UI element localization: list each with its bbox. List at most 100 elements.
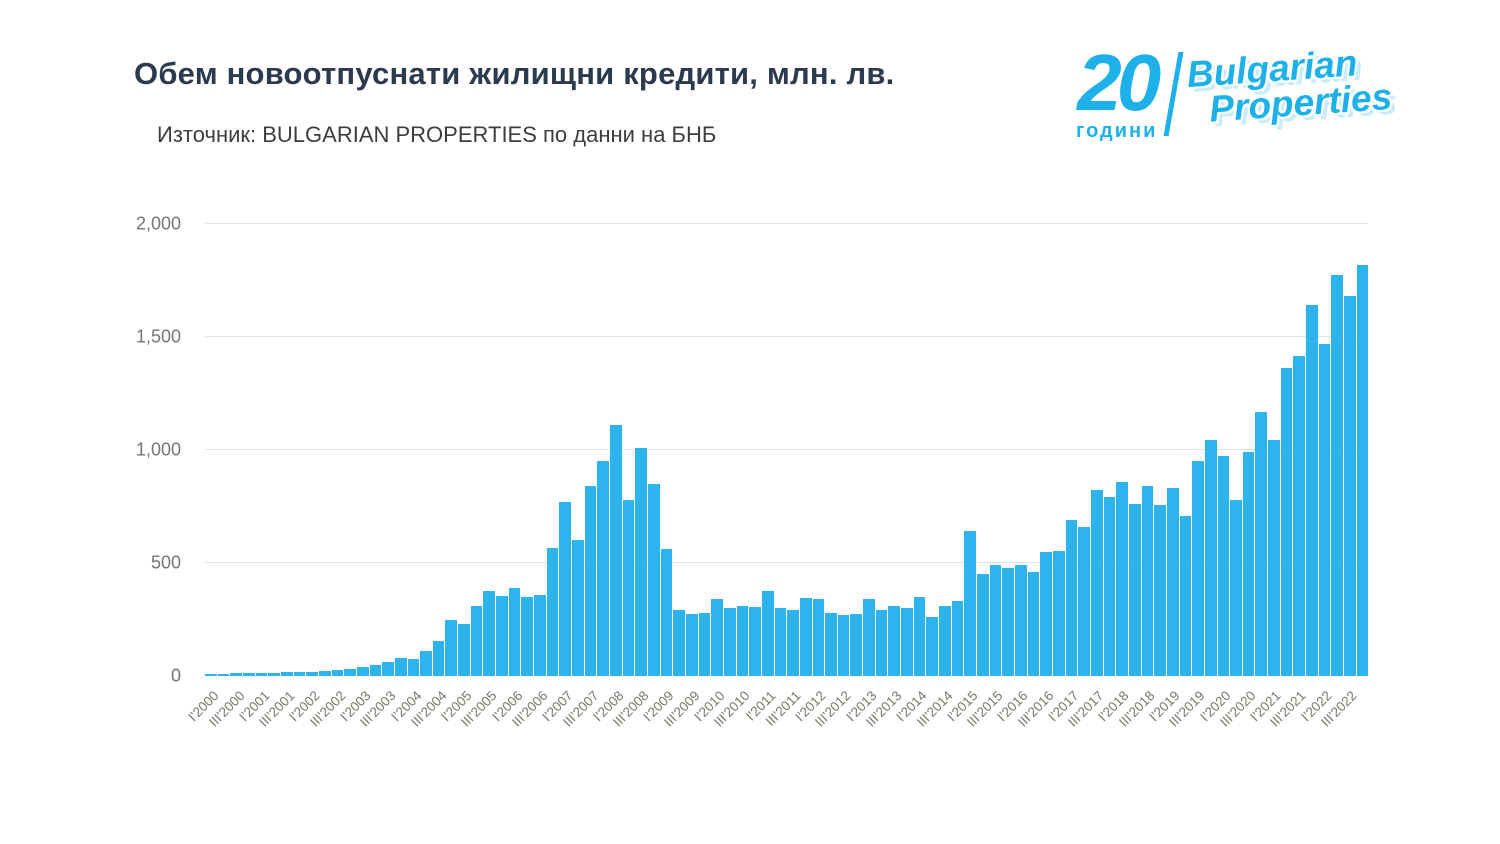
bar-III'2013 [888,605,901,676]
bar-II'2008 [622,499,635,676]
bar-IV'2009 [698,612,711,676]
bar-II'2000 [217,673,230,676]
bar-III'2012 [837,614,850,676]
bar-I'2010 [711,599,723,676]
gridline [205,562,1368,563]
bar-I'2004 [407,659,420,676]
bar-II'2005 [470,605,483,676]
bar-IV'2005 [496,595,508,676]
bar-II'2020 [1230,499,1242,676]
bar-IV'2019 [1204,439,1217,676]
bar-III'2007 [584,486,597,676]
y-axis-tick-label: 2,000 [135,213,181,234]
bar-III'2016 [1040,551,1052,676]
bar-II'2016 [1027,572,1040,676]
bar-I'2013 [863,599,875,676]
bar-IV'2016 [1052,550,1065,676]
bar-III'2003 [382,662,394,676]
bar-I'2012 [812,599,825,676]
bar-IV'2000 [242,672,255,676]
bar-II'2021 [1280,367,1293,676]
bar-II'2009 [673,610,685,676]
bar-III'2018 [1141,486,1154,676]
bar-I'2002 [306,672,318,676]
y-axis-tick-label: 0 [170,665,181,686]
bar-IV'2003 [394,657,407,676]
bar-IV'2008 [647,483,660,676]
bar-II'2013 [875,610,888,676]
bar-IV'2014 [951,601,964,676]
bar-I'2005 [458,624,470,676]
bar-II'2011 [774,608,787,676]
bar-III'2021 [1293,356,1306,676]
bar-IV'2015 [1002,567,1014,676]
bar-IV'2001 [293,672,306,676]
bar-I'2019 [1166,488,1179,676]
bulgarian-properties-logo: 20 години Bulgarian Properties [1076,38,1394,143]
bar-III'2017 [1090,489,1103,676]
y-axis-tick-label: 1,500 [135,326,181,347]
chart-source: Източник: BULGARIAN PROPERTIES по данни … [157,122,717,147]
gridline [205,223,1368,224]
gridline [205,336,1368,337]
plot-area [205,223,1369,676]
logo-anniversary-block: 20 години [1076,38,1161,143]
bar-IV'2021 [1306,305,1318,676]
bar-III'2009 [685,613,698,676]
bar-I'2017 [1065,520,1078,676]
bar-IV'2010 [749,607,761,676]
bar-III'2019 [1192,461,1204,676]
bar-I'2016 [1015,565,1027,676]
y-axis-tick-label: 500 [150,552,181,573]
bar-I'2009 [660,549,673,676]
x-axis-labels: I'2000 III'2000 I'2001 III'2001 I'2002 III'20… [186,678,1368,788]
bar-IV'2013 [901,608,913,676]
bar-I'2020 [1217,455,1230,676]
bar-III'2011 [787,610,799,676]
bar-III'2015 [989,565,1002,676]
logo-brand-line2: Properties [1208,76,1394,130]
logo-years-word: години [1076,119,1158,142]
bar-II'2022 [1331,274,1344,676]
bar-II'2015 [977,574,989,676]
logo-20-number: 20 [1077,38,1161,127]
bar-II'2002 [318,671,331,676]
bar-II'2014 [926,617,939,676]
bar-IV'2007 [597,461,609,676]
bar-IV'2017 [1103,497,1116,676]
bar-IV'2011 [799,598,812,676]
bar-III'2020 [1242,452,1255,676]
bar-III'2014 [939,605,951,676]
bar-II'2018 [1128,504,1141,676]
bar-IV'2020 [1255,411,1268,676]
y-axis-tick-label: 1,000 [135,439,181,460]
bar-II'2001 [268,672,280,676]
bar-III'2010 [736,605,749,676]
bar-III'2000 [230,673,242,676]
bars-container [205,224,1369,676]
bar-III'2001 [280,671,293,676]
chart-title: Обем новоотпуснати жилищни кредити, млн.… [134,56,895,91]
bar-II'2007 [572,540,584,676]
bar-I'2000 [205,674,217,676]
bar-IV'2006 [546,548,559,676]
bar-II'2003 [369,664,382,676]
bar-II'2006 [521,596,534,676]
logo-brand-name: Bulgarian Properties [1186,42,1394,130]
bar-I'2021 [1268,439,1280,676]
bar-II'2010 [723,608,736,676]
bar-I'2014 [913,596,926,676]
gridline [205,675,1368,676]
y-axis-labels: 0 500 1,000 1,500 2,000 [118,214,193,686]
bar-II'2019 [1179,515,1192,676]
gridline [205,449,1368,450]
bar-I'2022 [1318,343,1331,676]
bar-IV'2012 [850,613,863,676]
bar-II'2004 [420,651,432,676]
bar-IV'2004 [445,619,458,676]
bar-III'2002 [331,670,344,676]
bar-III'2004 [432,640,445,676]
bar-III'2022 [1344,296,1356,676]
bar-IV'2018 [1154,505,1166,676]
